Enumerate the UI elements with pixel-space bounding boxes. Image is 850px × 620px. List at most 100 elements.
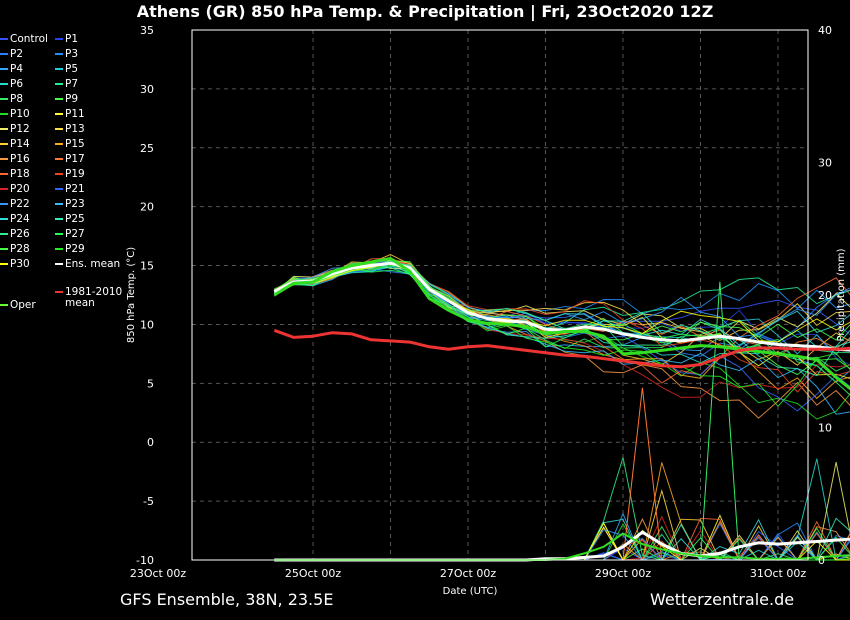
y2-tick-label: 30	[818, 157, 832, 170]
model-label: GFS Ensemble, 38N, 23.5E	[120, 590, 334, 609]
member-temp-line	[274, 262, 850, 356]
main-series	[273, 257, 850, 562]
member-precip-line	[274, 517, 850, 561]
member-precip-line	[274, 522, 850, 561]
legend-item: P6	[0, 78, 23, 90]
legend-item-oper: Oper	[0, 299, 36, 311]
member-precip-line	[274, 462, 850, 562]
legend-item: P10	[0, 108, 30, 120]
legend-swatch	[55, 113, 63, 115]
legend-item: P15	[55, 138, 85, 150]
legend-item: P17	[55, 153, 85, 165]
legend-item: P29	[55, 243, 85, 255]
legend-swatch	[0, 203, 8, 205]
legend-label: P23	[65, 198, 85, 210]
legend-label: Ens. mean	[65, 258, 121, 270]
legend-label: P28	[10, 243, 30, 255]
legend: Control P1 P2 P3 P4 P5 P6 P7 P8 P9 P10 P11 P12 P13 P14…	[0, 33, 130, 323]
legend-item: P21	[55, 183, 85, 195]
legend-item: P27	[55, 228, 85, 240]
y-tick-label: 20	[140, 201, 154, 214]
axes: -10 -5 0 5 10 15 20 25 30 35 0 10 20 30 40 23Oct 00z 25O…	[126, 24, 847, 597]
legend-item: P25	[55, 213, 85, 225]
legend-item: P7	[55, 78, 78, 90]
legend-swatch	[0, 38, 8, 40]
legend-swatch	[55, 233, 63, 235]
legend-label: P19	[65, 168, 85, 180]
legend-item: Control	[0, 33, 48, 45]
legend-label: P7	[65, 78, 79, 90]
legend-swatch	[0, 83, 8, 85]
legend-item: P23	[55, 198, 85, 210]
legend-label: P16	[10, 153, 30, 165]
member-temp-line	[274, 264, 850, 408]
series-1981-2010-mean	[273, 328, 850, 369]
legend-label: P15	[65, 138, 85, 150]
y-axis-label: 850 hPa Temp. (°C)	[126, 247, 137, 343]
member-temp-line	[273, 261, 850, 335]
legend-label: P13	[65, 123, 85, 135]
legend-label: P30	[10, 258, 30, 270]
grid	[192, 29, 808, 561]
member-precip-line	[274, 458, 850, 561]
legend-label: Control	[10, 33, 48, 45]
legend-swatch	[0, 263, 8, 265]
legend-swatch	[55, 143, 63, 145]
legend-item: P4	[0, 63, 23, 75]
legend-label: P17	[65, 153, 85, 165]
legend-swatch	[55, 188, 63, 190]
y2-tick-label: 10	[818, 422, 832, 435]
legend-label: P14	[10, 138, 30, 150]
legend-label: P11	[65, 108, 85, 120]
legend-swatch	[0, 53, 8, 55]
member-temp-line	[274, 264, 850, 376]
member-temp-line	[274, 260, 850, 341]
member-precip-line	[274, 532, 850, 561]
legend-label: P21	[65, 183, 85, 195]
y-tick-label: 15	[140, 260, 154, 273]
y-tick-label: 5	[147, 377, 154, 390]
legend-swatch	[55, 68, 63, 70]
legend-item: P3	[55, 48, 78, 60]
y-tick-label: 35	[140, 24, 154, 37]
legend-item: P1	[55, 33, 78, 45]
legend-label: P1	[65, 33, 79, 45]
legend-swatch	[55, 173, 63, 175]
legend-item: P5	[55, 63, 78, 75]
y-tick-label: 25	[140, 142, 154, 155]
y-tick-label: 0	[147, 436, 154, 449]
member-temp-line	[274, 257, 850, 384]
legend-label: P18	[10, 168, 30, 180]
legend-swatch	[55, 98, 63, 100]
legend-item: P11	[55, 108, 85, 120]
legend-swatch	[0, 188, 8, 190]
plot-frame	[191, 29, 809, 561]
legend-label: P12	[10, 123, 30, 135]
legend-label: P8	[10, 93, 24, 105]
legend-swatch	[55, 291, 63, 293]
y-tick-label: 30	[140, 83, 154, 96]
y-tick-label: -10	[136, 554, 154, 567]
legend-item: P13	[55, 123, 85, 135]
member-precip-line	[274, 532, 850, 561]
source-label: Wetterzentrale.de	[650, 590, 795, 609]
legend-item: P2	[0, 48, 23, 60]
series-oper-precipitation	[274, 532, 850, 561]
x-axis-label: Date (UTC)	[443, 586, 498, 597]
legend-swatch	[0, 98, 8, 100]
legend-label: P26	[10, 228, 30, 240]
member-precip-line	[274, 522, 850, 561]
y2-axis-label: Precipitation (mm)	[836, 248, 847, 341]
y2-tick-label: 20	[818, 289, 832, 302]
legend-label: P25	[65, 213, 85, 225]
member-temp-line	[274, 267, 850, 396]
legend-swatch	[0, 68, 8, 70]
legend-item: P14	[0, 138, 30, 150]
legend-item: P30	[0, 258, 30, 270]
series-ens-mean	[273, 261, 850, 352]
legend-label: P4	[10, 63, 24, 75]
member-temp-line	[274, 258, 850, 358]
legend-label: P2	[10, 48, 24, 60]
legend-item-climate-mean: 1981-2010 mean	[55, 287, 122, 309]
member-temp-line	[274, 262, 850, 393]
